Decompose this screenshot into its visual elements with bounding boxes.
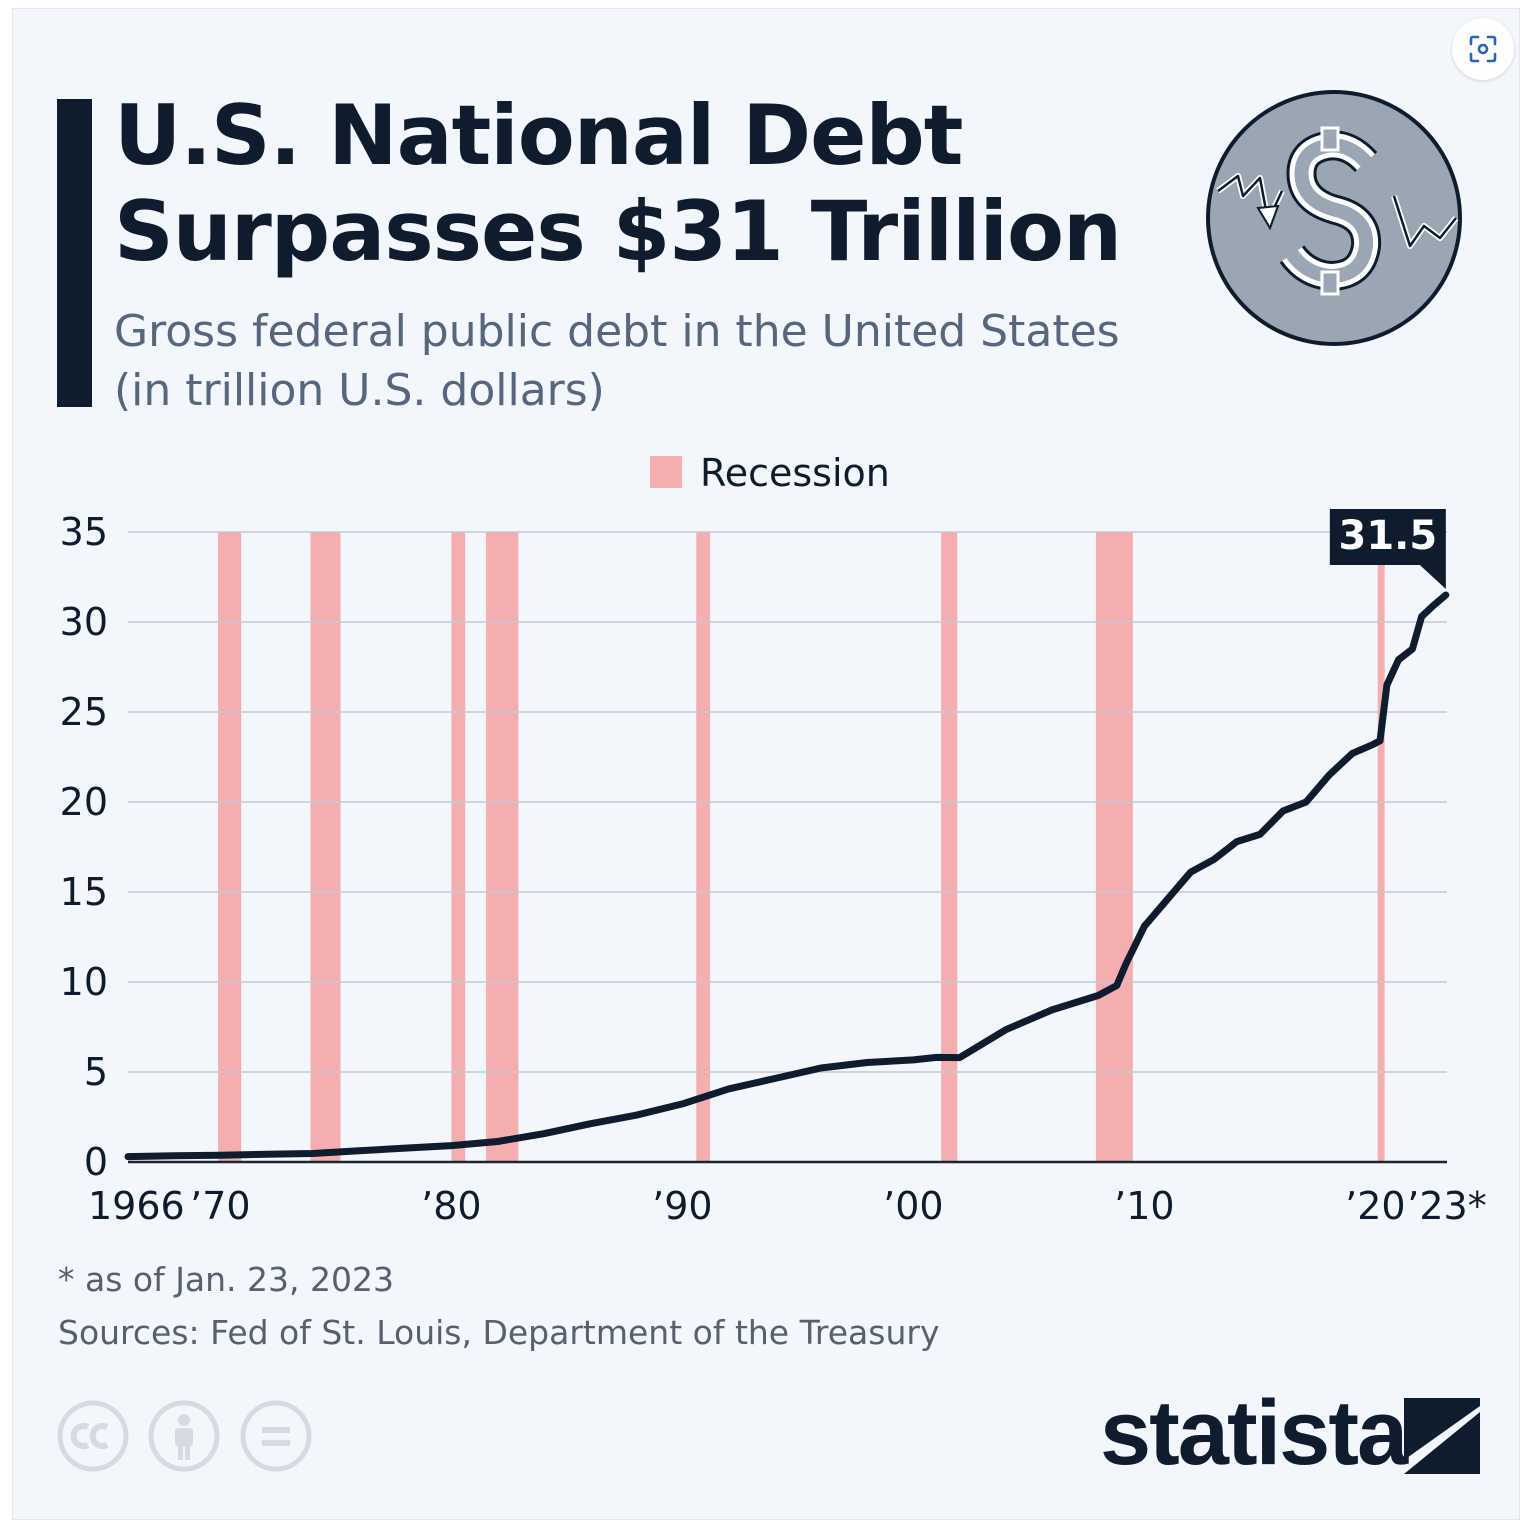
chart-title: U.S. National Debt Surpasses $31 Trillio… (114, 88, 1174, 280)
chart-subtitle: Gross federal public debt in the United … (114, 302, 1194, 420)
recession-band-1 (218, 532, 242, 1162)
recession-band-2 (310, 532, 341, 1162)
last-value-annotation: 31.5 (1329, 509, 1446, 589)
annotation-label: 31.5 (1338, 513, 1437, 559)
y-tick-label: 20 (60, 780, 108, 824)
recession-band-7 (1095, 532, 1133, 1162)
title-line-2: Surpasses $31 Trillion (114, 183, 1122, 280)
x-tick-label: ’80 (421, 1184, 481, 1228)
x-tick-label: ’70 (190, 1184, 250, 1228)
sources: Sources: Fed of St. Louis, Department of… (58, 1313, 940, 1352)
x-axis-ticks: 1966’70 ’80 ’90 ’00 ’10 ’20’23* (88, 1184, 1487, 1228)
y-tick-label: 30 (60, 600, 108, 644)
recession-band-3 (451, 532, 466, 1162)
y-tick-label: 0 (84, 1140, 108, 1184)
legend-recession-label: Recession (700, 451, 890, 495)
recession-band-5 (696, 532, 711, 1162)
y-tick-label: 25 (60, 690, 108, 734)
x-tick-label: 1966 (88, 1184, 185, 1228)
title-line-1: U.S. National Debt (114, 87, 963, 184)
annotation-box (1329, 509, 1446, 565)
recession-bands (218, 532, 1385, 1162)
legend: Recession (650, 451, 890, 495)
y-tick-label: 35 (60, 510, 108, 554)
recession-band-4 (486, 532, 519, 1162)
no-derivatives-icon[interactable] (240, 1400, 312, 1472)
subtitle-line-1: Gross federal public debt in the United … (114, 306, 1120, 357)
falling-dollar-coin-icon (1206, 90, 1462, 346)
attribution-person-icon[interactable] (148, 1400, 220, 1472)
annotation-pointer (1419, 565, 1446, 589)
title-accent-bar (57, 99, 92, 407)
x-tick-label: ’20 (1345, 1184, 1405, 1228)
legend-recession-swatch (650, 456, 682, 488)
statista-wordmark[interactable]: statista (1100, 1382, 1408, 1484)
y-tick-label: 10 (60, 960, 108, 1004)
x-tick-label: ’00 (883, 1184, 943, 1228)
x-tick-label: ’10 (1114, 1184, 1174, 1228)
debt-line-chart: 0 5 10 15 20 25 30 35 1966’70 ’80 ’90 ’00 ’10 ’20’23… (60, 451, 1487, 1228)
image-search-icon (1469, 35, 1497, 63)
recession-band-6 (941, 532, 958, 1162)
y-tick-label: 15 (60, 870, 108, 914)
subtitle-line-2: (in trillion U.S. dollars) (114, 365, 605, 416)
statista-logo-icon[interactable] (1404, 1398, 1480, 1474)
creative-commons-icon[interactable] (57, 1400, 129, 1472)
image-search-button[interactable] (1452, 18, 1514, 80)
x-tick-label: ’23* (1407, 1184, 1486, 1228)
gridlines (128, 531, 1447, 1164)
recession-band-8 (1377, 532, 1385, 1162)
y-tick-label: 5 (84, 1050, 108, 1094)
y-axis-ticks: 0 5 10 15 20 25 30 35 (60, 510, 108, 1184)
x-tick-label: ’90 (652, 1184, 712, 1228)
footnote: * as of Jan. 23, 2023 (58, 1260, 394, 1299)
series-line-gross-federal-public-debt (124, 591, 1450, 1161)
